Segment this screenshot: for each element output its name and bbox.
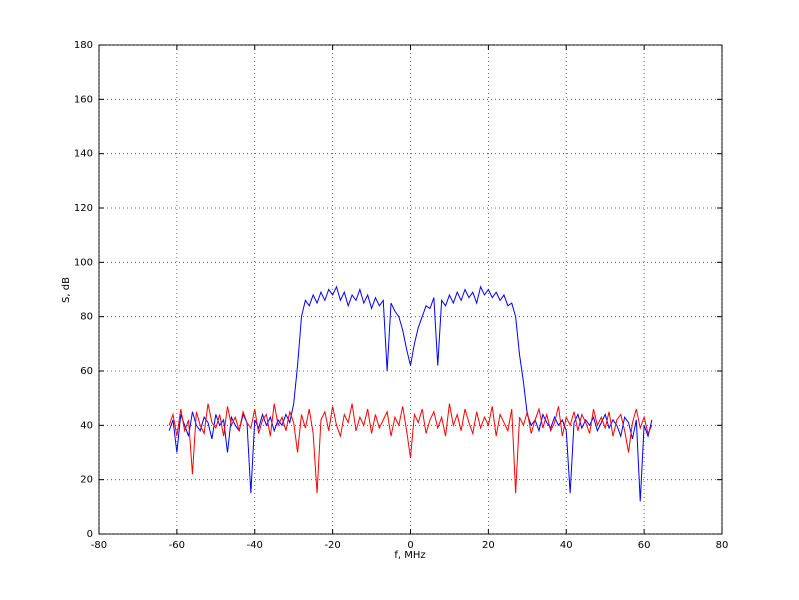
data-line bbox=[168, 285, 653, 502]
y-tick-label: 120 bbox=[74, 203, 93, 214]
x-tick-label: 20 bbox=[482, 540, 495, 551]
y-tick-label: 140 bbox=[74, 149, 93, 160]
y-tick-label: 160 bbox=[74, 94, 93, 105]
x-tick-label: -80 bbox=[91, 540, 107, 551]
y-tick-label: 40 bbox=[80, 420, 93, 431]
y-tick-label: 20 bbox=[80, 475, 93, 486]
x-tick-label: 60 bbox=[638, 540, 651, 551]
data-line bbox=[168, 403, 653, 494]
y-tick-label: 0 bbox=[87, 529, 93, 540]
y-tick-label: 180 bbox=[74, 40, 93, 51]
x-tick-label: -60 bbox=[169, 540, 185, 551]
y-tick-label: 60 bbox=[80, 366, 93, 377]
y-axis-label: S, dB bbox=[61, 277, 72, 303]
x-tick-label: -20 bbox=[324, 540, 340, 551]
x-tick-label: -40 bbox=[247, 540, 263, 551]
x-tick-label: 0 bbox=[407, 540, 413, 551]
y-tick-label: 80 bbox=[80, 312, 93, 323]
x-tick-label: 40 bbox=[560, 540, 573, 551]
x-tick-label: 80 bbox=[716, 540, 729, 551]
x-axis-label: f, MHz bbox=[394, 550, 425, 561]
y-tick-label: 100 bbox=[74, 257, 93, 268]
